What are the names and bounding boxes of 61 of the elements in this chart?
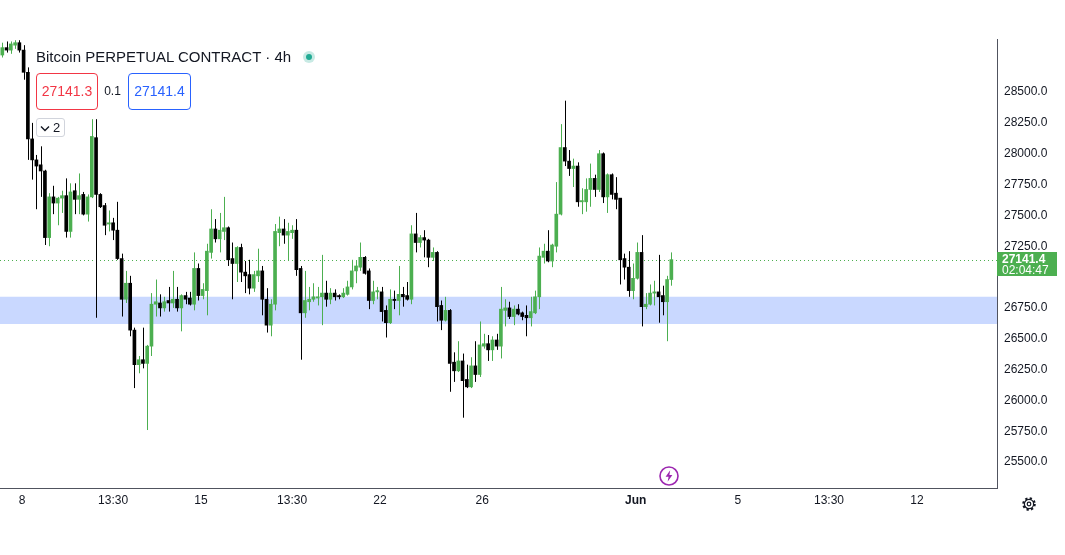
candlestick xyxy=(303,270,307,319)
candlestick xyxy=(175,286,179,313)
candlestick xyxy=(401,286,405,308)
candlestick xyxy=(371,280,375,305)
y-tick-label: 26000.0 xyxy=(1004,392,1048,407)
y-tick-label: 26250.0 xyxy=(1004,361,1048,376)
candlestick xyxy=(311,282,316,303)
x-tick-label: 15 xyxy=(194,492,208,507)
candlestick xyxy=(179,293,184,332)
price-button: 27141.4 xyxy=(128,73,191,110)
x-tick-label: 22 xyxy=(373,492,387,507)
candlestick xyxy=(170,270,175,309)
text: 02:04:47 xyxy=(1002,263,1050,278)
dropdown-button: 2 xyxy=(36,118,66,137)
y-tick-label: 28250.0 xyxy=(1004,115,1048,130)
y-tick-label: 27750.0 xyxy=(1004,176,1048,191)
candlestick xyxy=(141,327,145,369)
candlestick xyxy=(609,172,614,200)
candlestick xyxy=(528,296,533,327)
x-tick-label: 13:30 xyxy=(98,492,129,507)
candlestick xyxy=(584,177,588,213)
x-tick-label: 26 xyxy=(475,492,490,507)
candlestick xyxy=(158,293,162,318)
y-tick-label: 27500.0 xyxy=(1004,207,1048,222)
annotation: 2 xyxy=(53,120,61,135)
candlestick xyxy=(580,187,584,215)
x-tick-label: 13:30 xyxy=(814,492,845,507)
candlestick xyxy=(124,270,128,304)
candlestick xyxy=(456,340,461,373)
candlestick xyxy=(562,100,567,167)
y-tick-label: 26750.0 xyxy=(1004,300,1048,315)
candlestick xyxy=(55,196,60,226)
annotation: 27141.4 xyxy=(134,83,185,99)
x-tick-label: 12 xyxy=(910,492,924,507)
x-tick-label: 8 xyxy=(18,492,26,507)
candlestick xyxy=(473,340,478,383)
candlestick xyxy=(469,356,473,389)
text: Bitcoin PERPETUAL CONTRACT · 4h xyxy=(36,48,292,66)
y-tick-label: 28500.0 xyxy=(1004,84,1048,99)
y-tick-label: 28000.0 xyxy=(1004,146,1048,161)
candlestick xyxy=(81,191,86,216)
y-tick-label: 26500.0 xyxy=(1004,331,1048,346)
candlestick xyxy=(286,222,290,262)
candlestick xyxy=(511,304,516,326)
annotation: 27141.3 xyxy=(41,83,93,99)
annotation: 0.1 xyxy=(103,83,122,100)
candlestick xyxy=(72,182,77,215)
candlestick xyxy=(251,270,256,293)
candlestick xyxy=(107,209,111,232)
y-tick-label: 25500.0 xyxy=(1004,454,1048,469)
x-tick-label: 5 xyxy=(734,492,742,507)
x-tick-label: 13:30 xyxy=(277,492,308,507)
y-tick-label: 25750.0 xyxy=(1004,423,1048,438)
y-tick-label: 27250.0 xyxy=(1004,238,1048,253)
candlestick xyxy=(145,344,150,431)
candlestick xyxy=(234,245,239,283)
candlestick xyxy=(545,229,550,263)
x-tick-label: Jun xyxy=(624,492,647,507)
candlestick xyxy=(349,259,354,290)
candlestick xyxy=(77,172,81,215)
price-button: 27141.3 xyxy=(36,73,98,110)
